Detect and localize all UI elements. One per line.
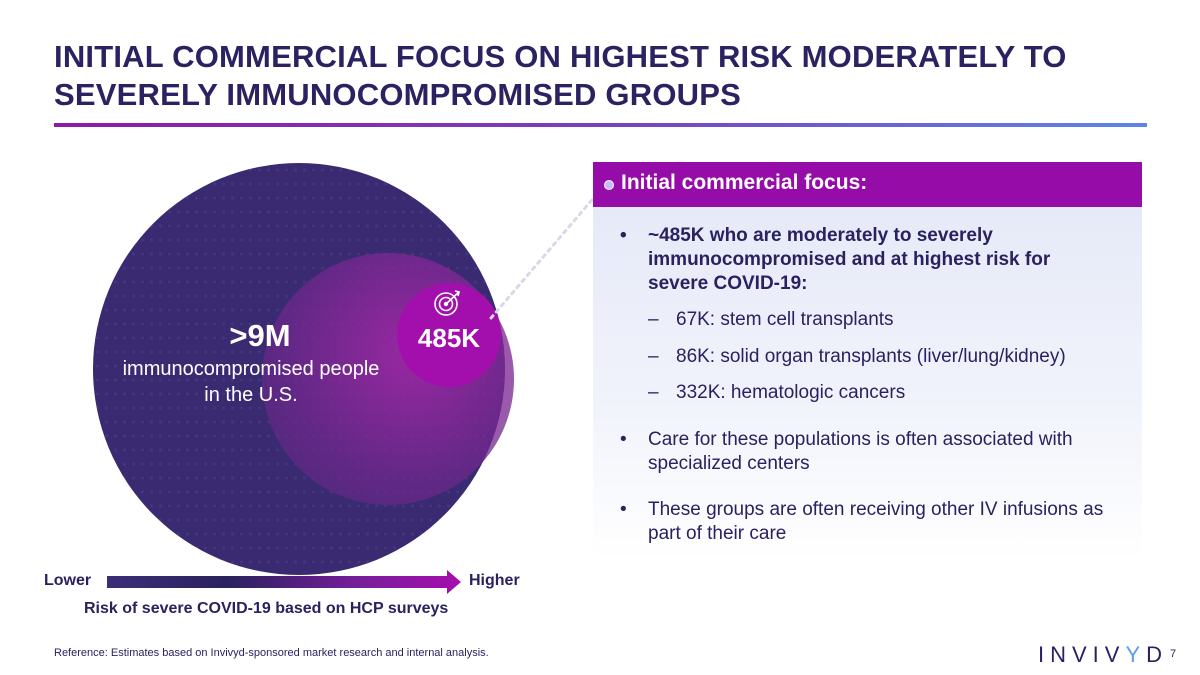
total-population-value: >9M: [229, 318, 291, 353]
company-logo: INVIVYD: [1038, 642, 1169, 667]
sub-bullet-mark: –: [648, 309, 659, 330]
sub-bullet-mark: –: [648, 382, 659, 403]
slide-title: INITIAL COMMERCIAL FOCUS ON HIGHEST RISK…: [54, 39, 1067, 112]
sub-bullet-text: 67K: stem cell transplants: [676, 309, 894, 330]
total-population-description: immunocompromised people in the U.S.: [122, 358, 380, 406]
sub-bullet-item: – 67K: stem cell transplants: [648, 308, 894, 332]
bullet-mark: •: [620, 499, 627, 520]
bullet-item: • Care for these populations is often as…: [620, 428, 1128, 476]
axis-lower-label: Lower: [44, 572, 92, 589]
panel-header: [593, 162, 1142, 207]
bullet-mark: •: [620, 429, 627, 450]
sub-bullet-mark: –: [648, 346, 659, 367]
focus-population-value: 485K: [417, 323, 481, 353]
bullet-item: • These groups are often receiving other…: [620, 498, 1128, 546]
target-icon: [434, 290, 460, 316]
arrow-right-icon: [447, 570, 461, 594]
bullet-text: Care for these populations is often asso…: [648, 429, 1073, 474]
risk-gradient-bar: [107, 576, 449, 588]
bullet-text: ~485K who are moderately to severely imm…: [648, 225, 1051, 294]
title-divider: [54, 123, 1147, 127]
reference-note: Reference: Estimates based on Invivyd-sp…: [54, 647, 489, 659]
panel-title: Initial commercial focus:: [621, 171, 868, 194]
bullet-mark: •: [620, 225, 627, 246]
sub-bullet-text: 86K: solid organ transplants (liver/lung…: [676, 346, 1066, 367]
bullet-item: • ~485K who are moderately to severely i…: [620, 224, 1108, 296]
sub-bullet-text: 332K: hematologic cancers: [676, 382, 906, 403]
axis-caption: Risk of severe COVID-19 based on HCP sur…: [84, 600, 449, 617]
connector-dot-icon: [604, 180, 614, 190]
sub-bullet-item: – 332K: hematologic cancers: [648, 381, 906, 405]
axis-higher-label: Higher: [469, 572, 520, 589]
sub-bullet-item: – 86K: solid organ transplants (liver/lu…: [648, 345, 1066, 369]
panel-body: [593, 207, 1142, 560]
page-number: 7: [1170, 648, 1177, 660]
bullet-text: These groups are often receiving other I…: [648, 499, 1104, 544]
